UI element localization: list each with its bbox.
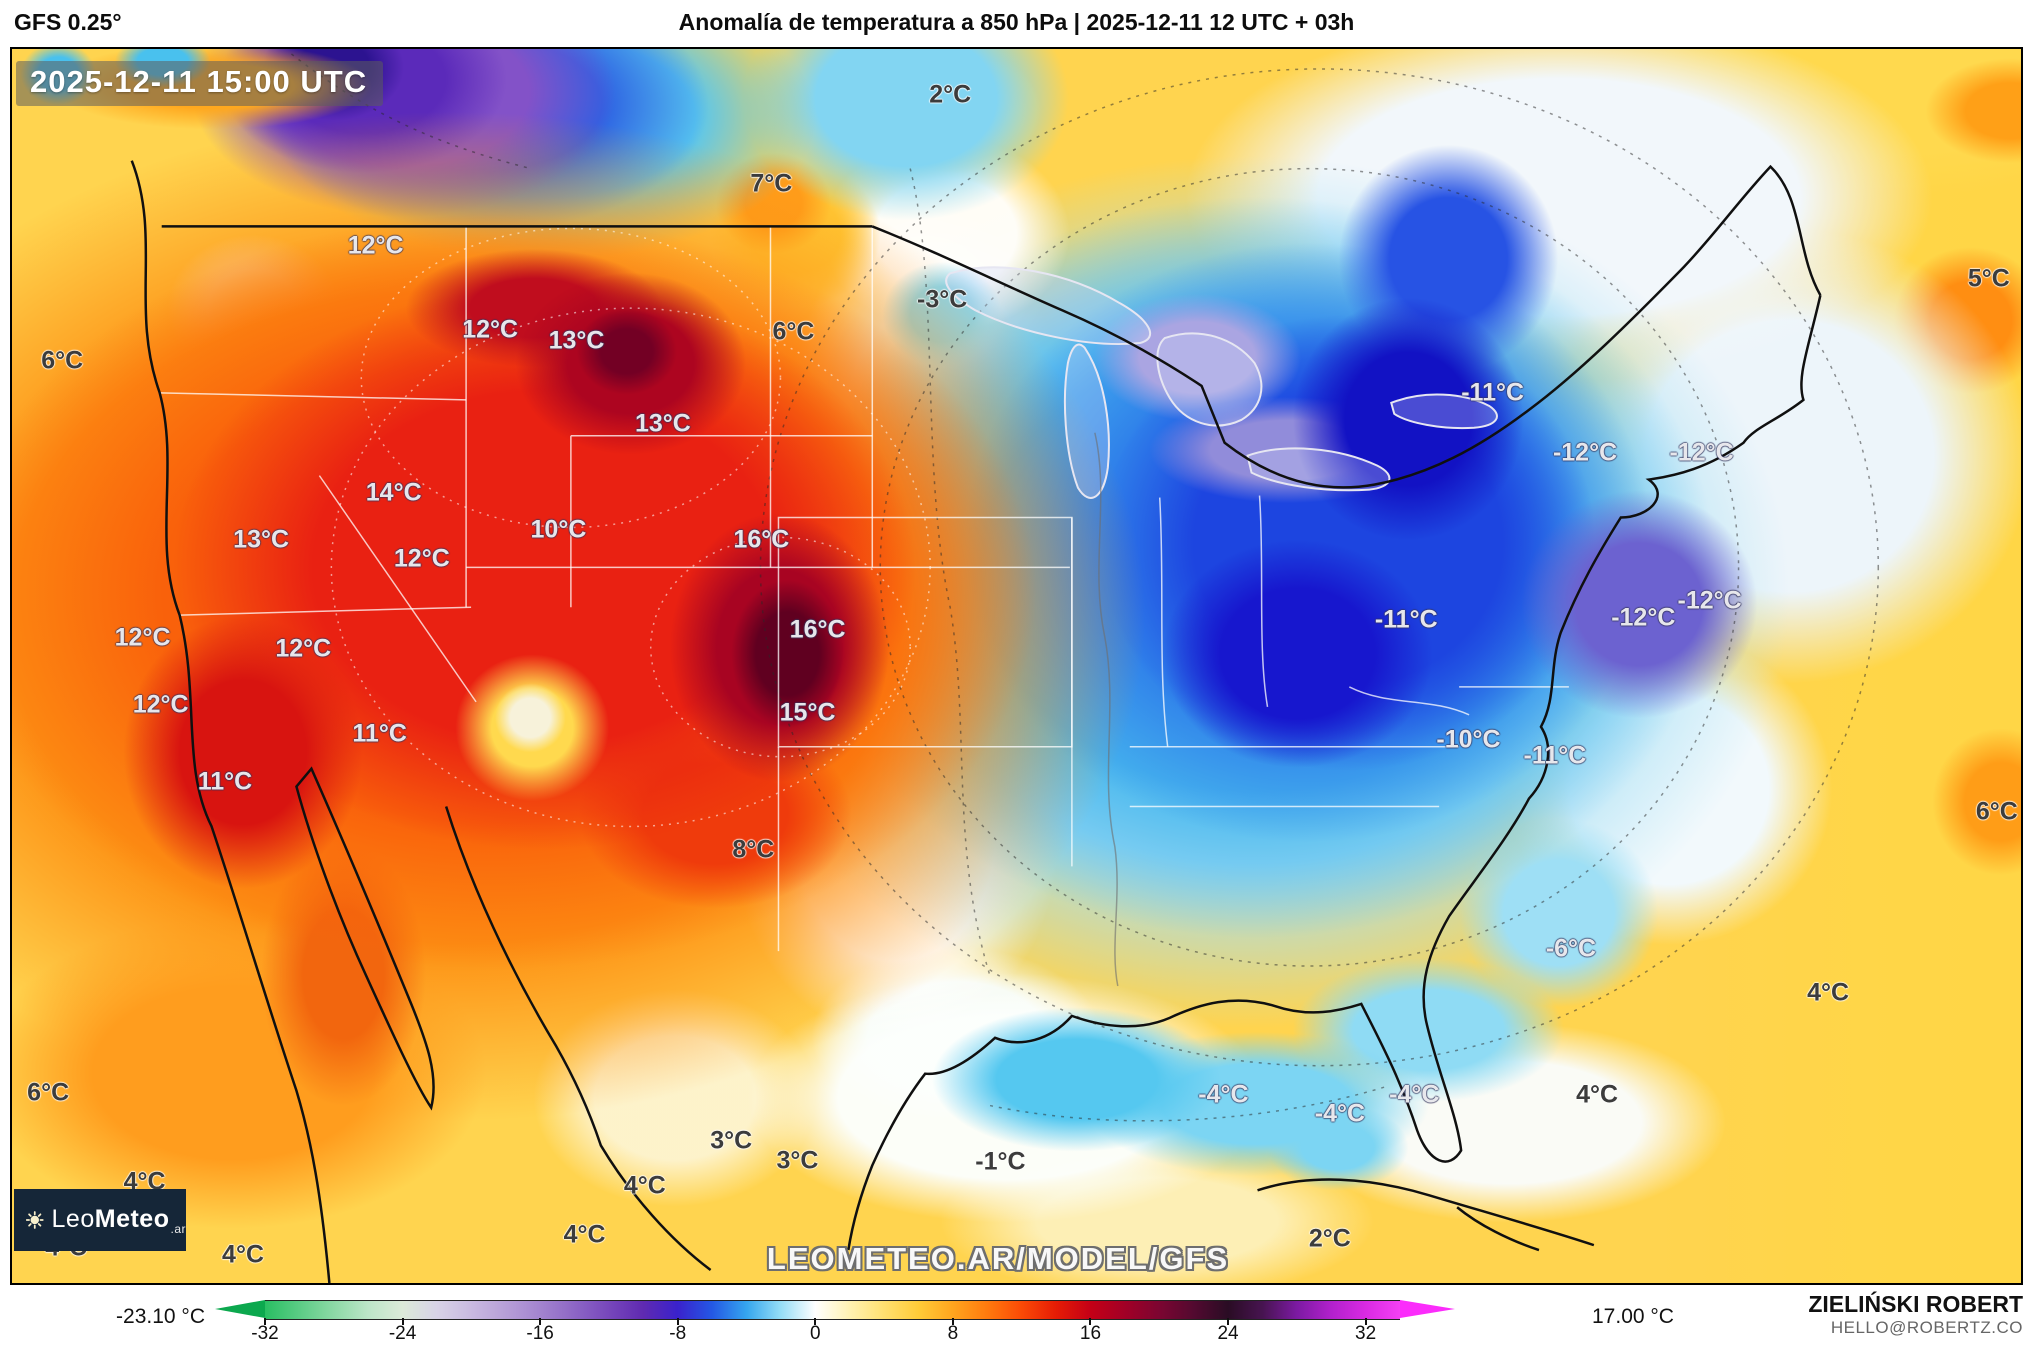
colorbar-left-arrow <box>215 1300 265 1318</box>
colorbar-tick <box>1364 1318 1367 1325</box>
colorbar-tick <box>1089 1318 1092 1325</box>
timestamp-overlay: 2025-12-11 15:00 UTC <box>16 61 384 106</box>
great-lakes <box>945 266 1498 499</box>
credit-author: ZIELIŃSKI ROBERT <box>1808 1291 2023 1317</box>
logo-text: LeoMeteo.ar <box>51 1204 186 1236</box>
colorbar-tick-label: -24 <box>388 1323 417 1344</box>
colorbar-tick-label: -32 <box>251 1323 279 1344</box>
warm-contour-lines <box>330 227 931 828</box>
colorbar-tick-label: -16 <box>526 1323 554 1344</box>
geography-overlay <box>130 53 1880 1283</box>
colorbar-tick-label: -8 <box>669 1323 687 1344</box>
colorbar-tick <box>951 1318 954 1325</box>
colorbar-tick <box>676 1318 679 1325</box>
sun-icon <box>26 1211 44 1229</box>
colorbar-tick-label: 8 <box>947 1323 959 1344</box>
leometeo-logo: LeoMeteo.ar <box>14 1189 186 1251</box>
contour-lines <box>290 53 1880 1122</box>
colorbar-right-arrow <box>1400 1300 1455 1318</box>
colorbar-tick <box>401 1318 404 1325</box>
page-title: Anomalía de temperatura a 850 hPa | 2025… <box>678 9 1355 35</box>
coastline-borders <box>130 160 1822 1283</box>
anomaly-map: 6°C 12°C 12°C 13°C 13°C 14°C 10°C 13°C 12°C 16°C 1… <box>10 47 2023 1285</box>
colorbar-tick <box>814 1318 817 1325</box>
colorbar-footer: -23.10 °C -32 -24 -16 -8 0 8 16 24 32 17.00 °C Z… <box>0 1285 2033 1344</box>
colorbar-tick <box>539 1318 542 1325</box>
colorbar-tick-label: 16 <box>1079 1323 1102 1344</box>
colorbar-tick <box>264 1318 266 1325</box>
colorbar-max-label: 17.00 °C <box>1592 1305 1674 1328</box>
header-bar: GFS 0.25° Anomalía de temperatura a 850 … <box>0 0 2033 47</box>
colorbar-tick <box>1227 1318 1230 1325</box>
colorbar-tick-label: 32 <box>1355 1323 1377 1344</box>
colorbar-gradient <box>265 1300 1400 1320</box>
model-label: GFS 0.25° <box>14 9 122 35</box>
colorbar-tick-label: 0 <box>810 1323 821 1344</box>
colorbar-min-label: -23.10 °C <box>116 1305 205 1328</box>
credit-email: HELLO@ROBERTZ.CO <box>1830 1318 2023 1337</box>
watermark-text: LEOMETEO.AR/MODEL/GFS <box>766 1241 1230 1276</box>
colorbar-tick-label: 24 <box>1217 1323 1239 1344</box>
state-borders <box>159 226 1569 952</box>
logo-suffix: .ar <box>170 1221 186 1236</box>
river-lines <box>1094 432 1119 987</box>
